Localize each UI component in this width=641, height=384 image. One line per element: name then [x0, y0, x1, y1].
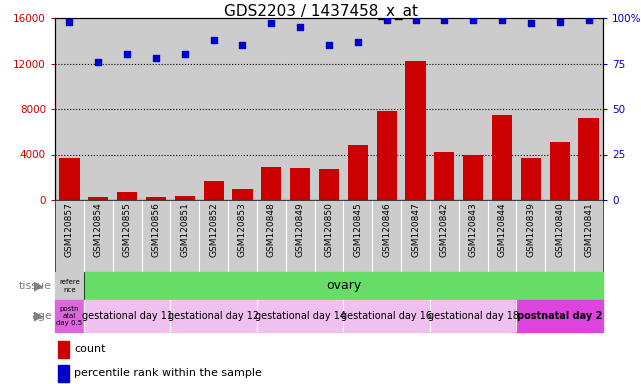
Point: [381, 17, 392, 23]
Text: ▶: ▶: [33, 280, 43, 293]
Text: GSM120854: GSM120854: [94, 202, 103, 257]
Bar: [175, 196, 195, 200]
Text: tissue: tissue: [19, 281, 52, 291]
Bar: [520, 158, 541, 200]
Point: [439, 17, 449, 23]
Text: GSM120850: GSM120850: [324, 202, 333, 257]
Text: gestational day 18: gestational day 18: [428, 311, 519, 321]
Text: GDS2203 / 1437458_x_at: GDS2203 / 1437458_x_at: [224, 4, 419, 20]
Bar: [377, 111, 397, 200]
Bar: [88, 197, 108, 200]
Bar: [204, 180, 224, 200]
Text: GSM120847: GSM120847: [411, 202, 420, 257]
Point: [93, 59, 103, 65]
Bar: [58, 365, 69, 382]
Bar: [344, 300, 430, 332]
Bar: [517, 300, 603, 332]
Point: [151, 55, 161, 61]
Point: [324, 42, 334, 48]
Point: [122, 51, 132, 58]
Text: postn
atal
day 0.5: postn atal day 0.5: [56, 306, 83, 326]
Text: age: age: [31, 311, 52, 321]
Text: count: count: [74, 344, 106, 354]
Point: [179, 51, 190, 58]
Bar: [492, 115, 512, 200]
Bar: [146, 197, 166, 200]
Point: [497, 17, 507, 23]
Bar: [233, 189, 253, 200]
Point: [353, 38, 363, 45]
Text: GSM120851: GSM120851: [180, 202, 189, 257]
Text: ovary: ovary: [326, 280, 361, 293]
Text: GSM120857: GSM120857: [65, 202, 74, 257]
Bar: [262, 167, 281, 200]
Text: gestational day 16: gestational day 16: [341, 311, 432, 321]
Bar: [55, 300, 84, 332]
Bar: [84, 300, 171, 332]
Text: GSM120839: GSM120839: [526, 202, 535, 257]
Bar: [171, 300, 257, 332]
Text: GSM120844: GSM120844: [497, 202, 506, 257]
Text: GSM120843: GSM120843: [469, 202, 478, 257]
Bar: [257, 300, 344, 332]
Bar: [434, 152, 454, 200]
Text: GSM120856: GSM120856: [151, 202, 160, 257]
Bar: [117, 192, 137, 200]
Bar: [58, 341, 69, 358]
Point: [295, 24, 305, 30]
Point: [266, 20, 276, 26]
Point: [410, 17, 420, 23]
Text: GSM120845: GSM120845: [353, 202, 362, 257]
Text: GSM120842: GSM120842: [440, 202, 449, 257]
Text: GSM120846: GSM120846: [382, 202, 391, 257]
Text: GSM120853: GSM120853: [238, 202, 247, 257]
Text: gestational day 14: gestational day 14: [254, 311, 345, 321]
Point: [468, 17, 478, 23]
Text: gestational day 11: gestational day 11: [81, 311, 172, 321]
Point: [583, 17, 594, 23]
Text: GSM120855: GSM120855: [122, 202, 131, 257]
Bar: [60, 158, 79, 200]
Bar: [348, 146, 368, 200]
Point: [554, 18, 565, 25]
Text: GSM120848: GSM120848: [267, 202, 276, 257]
Bar: [549, 142, 570, 200]
Bar: [578, 118, 599, 200]
Text: GSM120840: GSM120840: [555, 202, 564, 257]
Bar: [463, 154, 483, 200]
Bar: [319, 169, 339, 200]
Text: GSM120841: GSM120841: [584, 202, 593, 257]
Bar: [290, 168, 310, 200]
Text: postnatal day 2: postnatal day 2: [517, 311, 603, 321]
Point: [526, 20, 536, 26]
Text: refere
nce: refere nce: [59, 280, 79, 293]
Bar: [405, 61, 426, 200]
Point: [237, 42, 247, 48]
Bar: [430, 300, 517, 332]
Text: ▶: ▶: [33, 310, 43, 323]
Text: GSM120849: GSM120849: [296, 202, 304, 257]
Text: gestational day 12: gestational day 12: [168, 311, 259, 321]
Bar: [55, 272, 84, 300]
Text: percentile rank within the sample: percentile rank within the sample: [74, 368, 262, 379]
Text: GSM120852: GSM120852: [209, 202, 218, 257]
Point: [64, 18, 74, 25]
Point: [208, 37, 219, 43]
